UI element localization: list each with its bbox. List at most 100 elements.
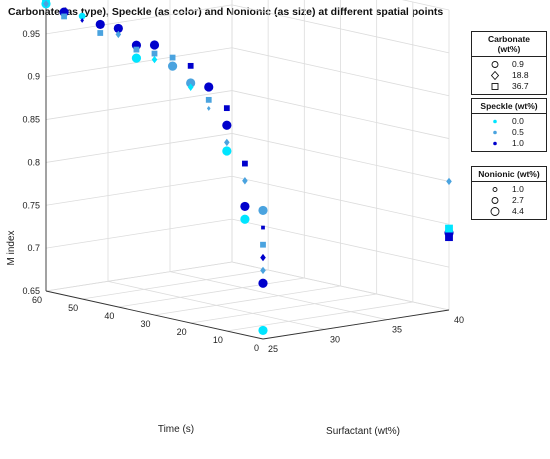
data-point-circle	[258, 278, 268, 288]
data-point-square	[133, 46, 140, 53]
x-tick-label: 30	[140, 319, 150, 329]
data-points	[41, 0, 454, 336]
data-point-square	[445, 233, 453, 242]
data-point-circle	[167, 61, 178, 71]
floor-grid-line	[107, 280, 326, 330]
legend-carbonate-title: Carbonate (wt%)	[472, 32, 546, 57]
z-axis-label: M index	[6, 230, 17, 265]
floor-grid-line	[118, 277, 305, 308]
x-tick-label: 50	[68, 303, 78, 313]
legend-nonionic: Nonionic (wt%) 1.0 2.7 4.4	[471, 166, 547, 220]
data-point-diamond	[446, 177, 452, 186]
legend-speckle-item: 1.0	[472, 138, 546, 149]
z-tick-label: 0.9	[27, 72, 40, 82]
data-point-circle	[95, 19, 105, 30]
wall-grid-line	[45, 4, 233, 35]
square-marker-icon	[491, 83, 499, 90]
legend-speckle-label: 1.0	[512, 138, 524, 148]
data-point-square	[169, 54, 176, 61]
data-point-diamond	[151, 55, 158, 64]
x-tick-label: 0	[254, 343, 259, 353]
legend-nonionic-item: 4.4	[472, 206, 546, 217]
wall-grid-line	[45, 218, 233, 249]
legend-nonionic-item: 2.7	[472, 195, 546, 206]
data-point-square	[151, 50, 158, 57]
dot-marker-icon	[493, 130, 497, 135]
legend-nonionic-item: 1.0	[472, 184, 546, 195]
data-point-circle	[240, 214, 250, 224]
legend-carbonate-label: 36.7	[512, 81, 529, 91]
data-point-square	[261, 225, 265, 230]
dot-marker-icon	[493, 141, 497, 146]
data-point-circle	[222, 120, 232, 130]
legend-carbonate-label: 18.8	[512, 70, 529, 80]
data-point-diamond	[260, 253, 266, 262]
legend-nonionic-label: 4.4	[512, 206, 524, 216]
circle-marker-icon	[491, 61, 499, 68]
legend-speckle-title: Speckle (wt%)	[472, 99, 546, 114]
data-point-circle	[258, 205, 268, 216]
wall-grid-line	[45, 175, 233, 206]
medium-circle-marker-icon	[491, 197, 499, 204]
data-point-circle	[222, 146, 232, 156]
wall-grid-line	[45, 261, 233, 292]
floor-grid-line	[226, 301, 413, 332]
legend-speckle-item: 0.5	[472, 127, 546, 138]
data-point-circle	[78, 12, 86, 20]
floor-grid-line	[169, 271, 388, 321]
legend-speckle-label: 0.5	[512, 127, 524, 137]
y-tick-label: 25	[268, 344, 278, 354]
data-point-square	[445, 224, 453, 233]
y-tick-label: 30	[330, 334, 340, 344]
dot-marker-icon	[493, 119, 497, 124]
data-point-circle	[149, 40, 160, 50]
y-axis-label: Surfactant (wt%)	[326, 426, 400, 437]
data-point-circle	[113, 23, 123, 34]
data-point-circle	[131, 53, 142, 63]
data-point-square	[61, 13, 67, 20]
z-tick-label: 0.8	[27, 157, 40, 167]
small-circle-marker-icon	[492, 187, 498, 192]
x-axis-line	[45, 290, 264, 340]
data-point-square	[187, 62, 194, 69]
data-point-diamond	[260, 266, 266, 275]
floor-grid-line	[190, 293, 377, 324]
x-tick-label: 60	[32, 295, 42, 305]
legend-nonionic-label: 2.7	[512, 195, 524, 205]
data-point-diamond	[43, 0, 49, 8]
floor-grid-line	[82, 269, 269, 300]
y-tick-label: 35	[392, 325, 402, 335]
wall-grid-line	[45, 47, 233, 78]
x-tick-label: 40	[104, 311, 114, 321]
legend-speckle-label: 0.0	[512, 116, 524, 126]
data-point-diamond	[206, 106, 211, 111]
legend-carbonate: Carbonate (wt%) 0.9 18.8 36.7	[471, 31, 547, 95]
legend-carbonate-item: 18.8	[472, 70, 546, 81]
data-point-square	[97, 30, 104, 36]
data-point-circle	[204, 82, 214, 92]
floor-grid-line	[154, 285, 341, 316]
legend-nonionic-label: 1.0	[512, 184, 524, 194]
z-tick-label: 0.65	[22, 286, 40, 296]
y-axis-line	[262, 309, 450, 340]
wall-grid-line	[45, 90, 233, 120]
data-point-diamond	[242, 176, 248, 185]
data-point-circle	[258, 325, 268, 336]
legend-carbonate-item: 0.9	[472, 59, 546, 70]
z-tick-label: 0.95	[22, 29, 40, 39]
grid	[45, 0, 450, 340]
data-point-square	[242, 160, 248, 167]
z-tick-label: 0.75	[22, 200, 40, 210]
data-point-diamond	[187, 83, 194, 92]
z-tick-label: 0.85	[22, 115, 40, 125]
diamond-marker-icon	[490, 70, 500, 81]
data-point-square	[260, 241, 266, 248]
data-point-diamond	[80, 18, 84, 23]
data-point-diamond	[224, 138, 230, 147]
data-point-square	[205, 96, 212, 103]
legend-speckle-item: 0.0	[472, 116, 546, 127]
x-tick-label: 10	[213, 335, 223, 345]
legend-nonionic-title: Nonionic (wt%)	[472, 167, 546, 182]
x-axis-label: Time (s)	[158, 424, 194, 435]
